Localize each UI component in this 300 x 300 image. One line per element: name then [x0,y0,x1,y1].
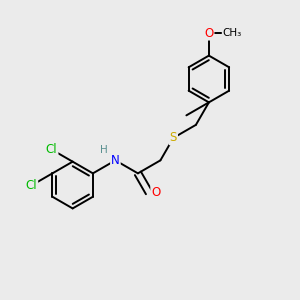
Text: Cl: Cl [26,179,37,192]
Text: N: N [111,154,120,167]
Text: H: H [100,145,108,155]
Text: Cl: Cl [46,143,58,156]
Text: O: O [204,27,214,40]
Text: CH₃: CH₃ [223,28,242,38]
Text: S: S [170,131,177,144]
Text: O: O [151,186,160,199]
